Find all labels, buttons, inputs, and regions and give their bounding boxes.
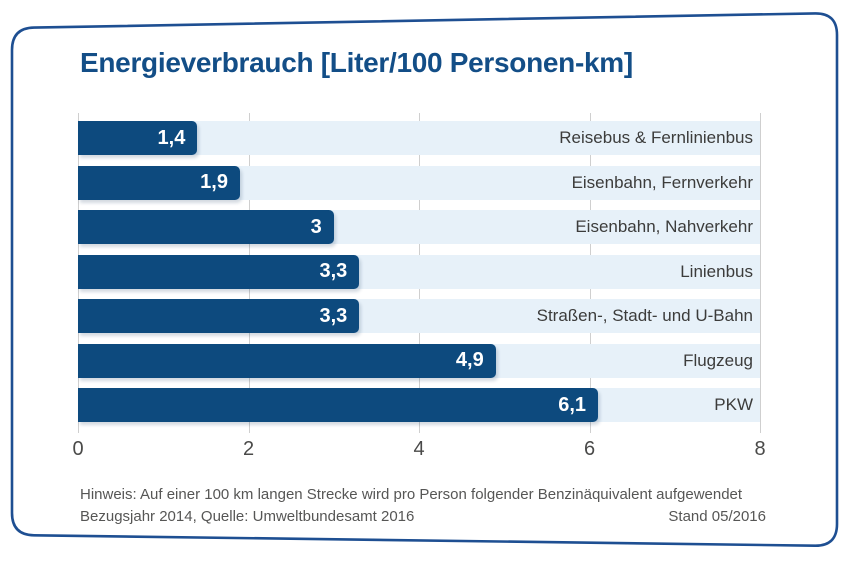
bar-1: 1,4 xyxy=(78,121,198,155)
bar-value-label: 3 xyxy=(310,215,322,238)
bar-value-label: 3,3 xyxy=(319,260,348,282)
bar-3: 3 xyxy=(78,210,334,244)
category-label: PKW xyxy=(714,395,753,414)
footer-note: Hinweis: Auf einer 100 km langen Strecke… xyxy=(80,486,743,503)
bar-4: 3,3 xyxy=(78,254,360,289)
bar-value-label: 4,9 xyxy=(455,349,484,371)
category-label: Eisenbahn, Fernverkehr xyxy=(571,172,753,192)
plot-area: 1,4 Reisebus & Fernlinienbus 1,9 Eisenbahn,… xyxy=(78,113,761,433)
category-label: Eisenbahn, Nahverkehr xyxy=(575,217,753,236)
category-label: Linienbus xyxy=(680,261,753,281)
x-tick-label: 6 xyxy=(583,438,596,460)
chart-title: Energieverbrauch [Liter/100 Personen-km] xyxy=(80,47,633,78)
category-label: Straßen-, Stadt- und U-Bahn xyxy=(536,306,753,325)
x-tick-label: 8 xyxy=(754,438,766,460)
bar-7: 6,1 xyxy=(78,388,599,422)
x-tick-label: 4 xyxy=(413,438,425,460)
chart-row: 3,3 Linienbus xyxy=(78,254,760,289)
bar-2: 1,9 xyxy=(78,165,240,200)
x-axis: 0 2 4 6 8 xyxy=(72,438,765,466)
bar-5: 3,3 xyxy=(78,299,360,333)
footer-source: Bezugsjahr 2014, Quelle: Umweltbundesamt… xyxy=(80,508,415,525)
bar-value-label: 6,1 xyxy=(558,393,587,416)
chart-row: 4,9 Flugzeug xyxy=(78,343,760,378)
bar-6: 4,9 xyxy=(78,343,496,378)
chart-row: 1,4 Reisebus & Fernlinienbus xyxy=(78,121,760,155)
category-label: Flugzeug xyxy=(683,350,753,370)
chart-row: 1,9 Eisenbahn, Fernverkehr xyxy=(78,165,760,200)
chart-row: 6,1 PKW xyxy=(78,388,760,422)
bar-rows-container: 1,4 Reisebus & Fernlinienbus 1,9 Eisenbahn,… xyxy=(78,121,760,422)
chart-row: 3,3 Straßen-, Stadt- und U-Bahn xyxy=(78,299,760,333)
footer-stand: Stand 05/2016 xyxy=(668,508,766,525)
x-tick-label: 0 xyxy=(72,438,84,460)
gridline xyxy=(760,113,761,433)
bar-value-label: 1,4 xyxy=(157,126,186,149)
bar-value-label: 1,9 xyxy=(200,171,228,193)
x-tick-label: 2 xyxy=(242,438,255,460)
category-label: Reisebus & Fernlinienbus xyxy=(559,128,753,147)
chart-row: 3 Eisenbahn, Nahverkehr xyxy=(78,210,760,244)
bar-value-label: 3,3 xyxy=(319,304,348,327)
